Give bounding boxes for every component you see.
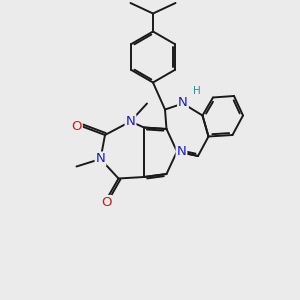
Text: O: O xyxy=(71,119,82,133)
Text: N: N xyxy=(126,115,135,128)
Text: O: O xyxy=(101,196,112,209)
Text: N: N xyxy=(96,152,105,166)
Text: N: N xyxy=(178,96,188,110)
Text: N: N xyxy=(177,145,186,158)
Text: H: H xyxy=(193,86,200,96)
